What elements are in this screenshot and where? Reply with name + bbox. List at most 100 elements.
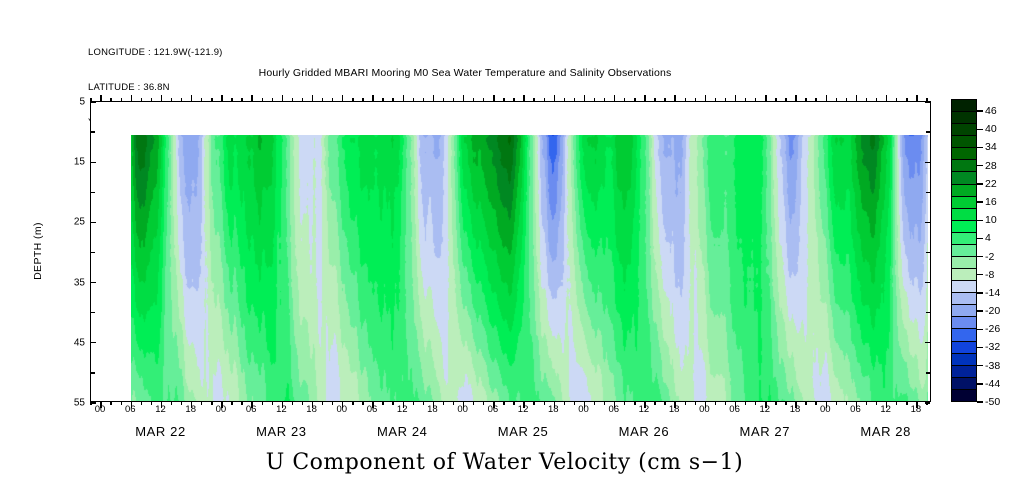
colorbar-segment xyxy=(952,244,976,258)
x-axis-tick-minor xyxy=(382,401,384,405)
x-axis-hour-label: 12 xyxy=(276,404,287,415)
x-axis-tick-major-top xyxy=(311,95,314,102)
x-axis-tick-minor-top xyxy=(634,98,636,102)
x-axis-tick-major-top xyxy=(583,95,586,102)
x-axis-tick-minor xyxy=(120,401,122,405)
y-axis-tick-minor-right xyxy=(926,131,930,133)
x-axis-tick-minor-top xyxy=(180,98,183,102)
x-axis-tick-minor xyxy=(261,401,263,405)
x-axis-tick-minor-top xyxy=(503,98,505,102)
colorbar-tick xyxy=(977,255,983,258)
x-axis-tick-minor-top xyxy=(301,98,304,102)
x-axis-tick-minor-top xyxy=(624,98,626,102)
colorbar-tick xyxy=(977,128,983,130)
x-axis-tick-minor xyxy=(694,401,696,405)
x-axis-tick-minor-top xyxy=(473,98,475,102)
x-axis-tick-minor-top xyxy=(744,98,747,102)
colorbar-segment xyxy=(952,196,976,209)
heatmap-canvas xyxy=(131,135,928,401)
colorbar-segment xyxy=(952,220,976,233)
x-axis-tick-minor xyxy=(805,401,807,405)
x-axis-tick-major-top xyxy=(251,95,253,102)
colorbar-tick-label: -32 xyxy=(985,341,1001,354)
colorbar-segment xyxy=(952,293,976,306)
x-axis-tick-minor xyxy=(906,401,908,405)
colorbar-tick-label: -14 xyxy=(985,286,1001,299)
colorbar-tick-label: 34 xyxy=(985,141,997,154)
x-axis-tick-minor xyxy=(473,401,475,405)
x-axis-tick-minor xyxy=(452,401,455,405)
colorbar-tick xyxy=(977,183,983,185)
colorbar-segment xyxy=(952,172,976,185)
heatmap-raster-clip xyxy=(131,135,928,401)
x-axis-tick-major-top xyxy=(674,95,676,102)
x-axis-tick-minor xyxy=(201,401,203,405)
x-axis-tick-major xyxy=(765,401,767,408)
x-axis-tick-minor xyxy=(563,401,566,405)
colorbar-segment xyxy=(952,317,976,330)
x-axis-tick-minor-top xyxy=(755,98,757,102)
x-axis-hour-label: 18 xyxy=(668,404,680,415)
x-axis-tick-minor xyxy=(573,401,576,405)
y-axis-tick-label: 45 xyxy=(73,337,85,349)
x-axis-tick-minor xyxy=(90,401,92,405)
colorbar-segment xyxy=(952,232,976,245)
x-axis-tick-minor-top xyxy=(926,98,928,102)
x-axis-tick-minor-top xyxy=(805,98,807,102)
x-axis-tick-minor xyxy=(412,401,414,405)
heatmap-raster xyxy=(131,135,928,401)
x-axis-tick-minor xyxy=(865,401,868,405)
x-axis-hour-label: 12 xyxy=(396,404,408,415)
x-axis-tick-major xyxy=(734,401,737,408)
x-axis-hour-label: 06 xyxy=(487,404,499,415)
colorbar-tick xyxy=(977,201,983,203)
x-axis-tick-major-top xyxy=(191,95,193,102)
x-axis-tick-minor xyxy=(896,401,898,405)
y-axis-tick-major-right xyxy=(925,281,930,284)
colorbar-tick xyxy=(977,110,983,112)
x-axis-tick-major-top xyxy=(372,95,374,102)
colorbar-tick-label: -50 xyxy=(985,396,1001,408)
x-axis-tick-minor xyxy=(815,401,817,405)
x-axis-tick-minor xyxy=(332,401,334,405)
colorbar-segment xyxy=(952,305,976,318)
x-axis-tick-major-top xyxy=(432,95,435,102)
x-axis-tick-minor xyxy=(503,401,505,405)
x-axis-tick-minor xyxy=(664,401,666,405)
x-axis-tick-minor xyxy=(654,401,656,405)
x-axis-tick-major xyxy=(916,401,918,408)
x-axis-tick-minor-top xyxy=(170,98,173,102)
x-axis-tick-minor-top xyxy=(90,98,92,102)
colorbar-segment xyxy=(952,124,976,137)
x-axis-tick-major-top xyxy=(795,95,797,102)
x-axis-tick-minor xyxy=(483,401,485,405)
x-axis-hour-label: 12 xyxy=(880,404,891,415)
x-axis-tick-minor-top xyxy=(452,98,455,102)
x-axis-tick-major-top xyxy=(160,95,163,102)
x-axis-tick-minor xyxy=(755,401,757,405)
x-axis-day-label: MAR 25 xyxy=(497,424,549,439)
x-axis-hour-label: 06 xyxy=(850,404,861,415)
x-axis-tick-minor xyxy=(180,401,183,405)
x-axis-tick-major-top xyxy=(734,95,737,102)
y-axis-tick-minor-right xyxy=(926,372,930,374)
colorbar-segment xyxy=(952,269,976,282)
colorbar-gradient xyxy=(952,100,976,401)
x-axis-tick-major xyxy=(342,401,344,408)
colorbar-tick-label: -2 xyxy=(985,250,995,263)
x-axis-hour-label: 06 xyxy=(245,404,257,415)
colorbar-tick xyxy=(977,237,983,240)
x-axis-tick-minor-top xyxy=(120,98,122,102)
x-axis-tick-minor-top xyxy=(321,98,324,102)
colorbar-tick-label: 40 xyxy=(985,123,997,136)
x-axis-tick-minor-top xyxy=(352,98,354,102)
x-axis-tick-minor-top xyxy=(573,98,576,102)
x-axis-tick-minor xyxy=(291,401,294,405)
x-axis-tick-minor-top xyxy=(291,98,294,102)
x-axis-tick-minor-top xyxy=(110,98,112,102)
y-axis-tick-label: 15 xyxy=(73,156,85,168)
y-axis-tick-major xyxy=(91,402,96,404)
colorbar-tick-label: 28 xyxy=(985,159,997,172)
x-axis-tick-minor-top xyxy=(483,98,485,102)
y-axis-tick-minor-right xyxy=(926,191,930,193)
